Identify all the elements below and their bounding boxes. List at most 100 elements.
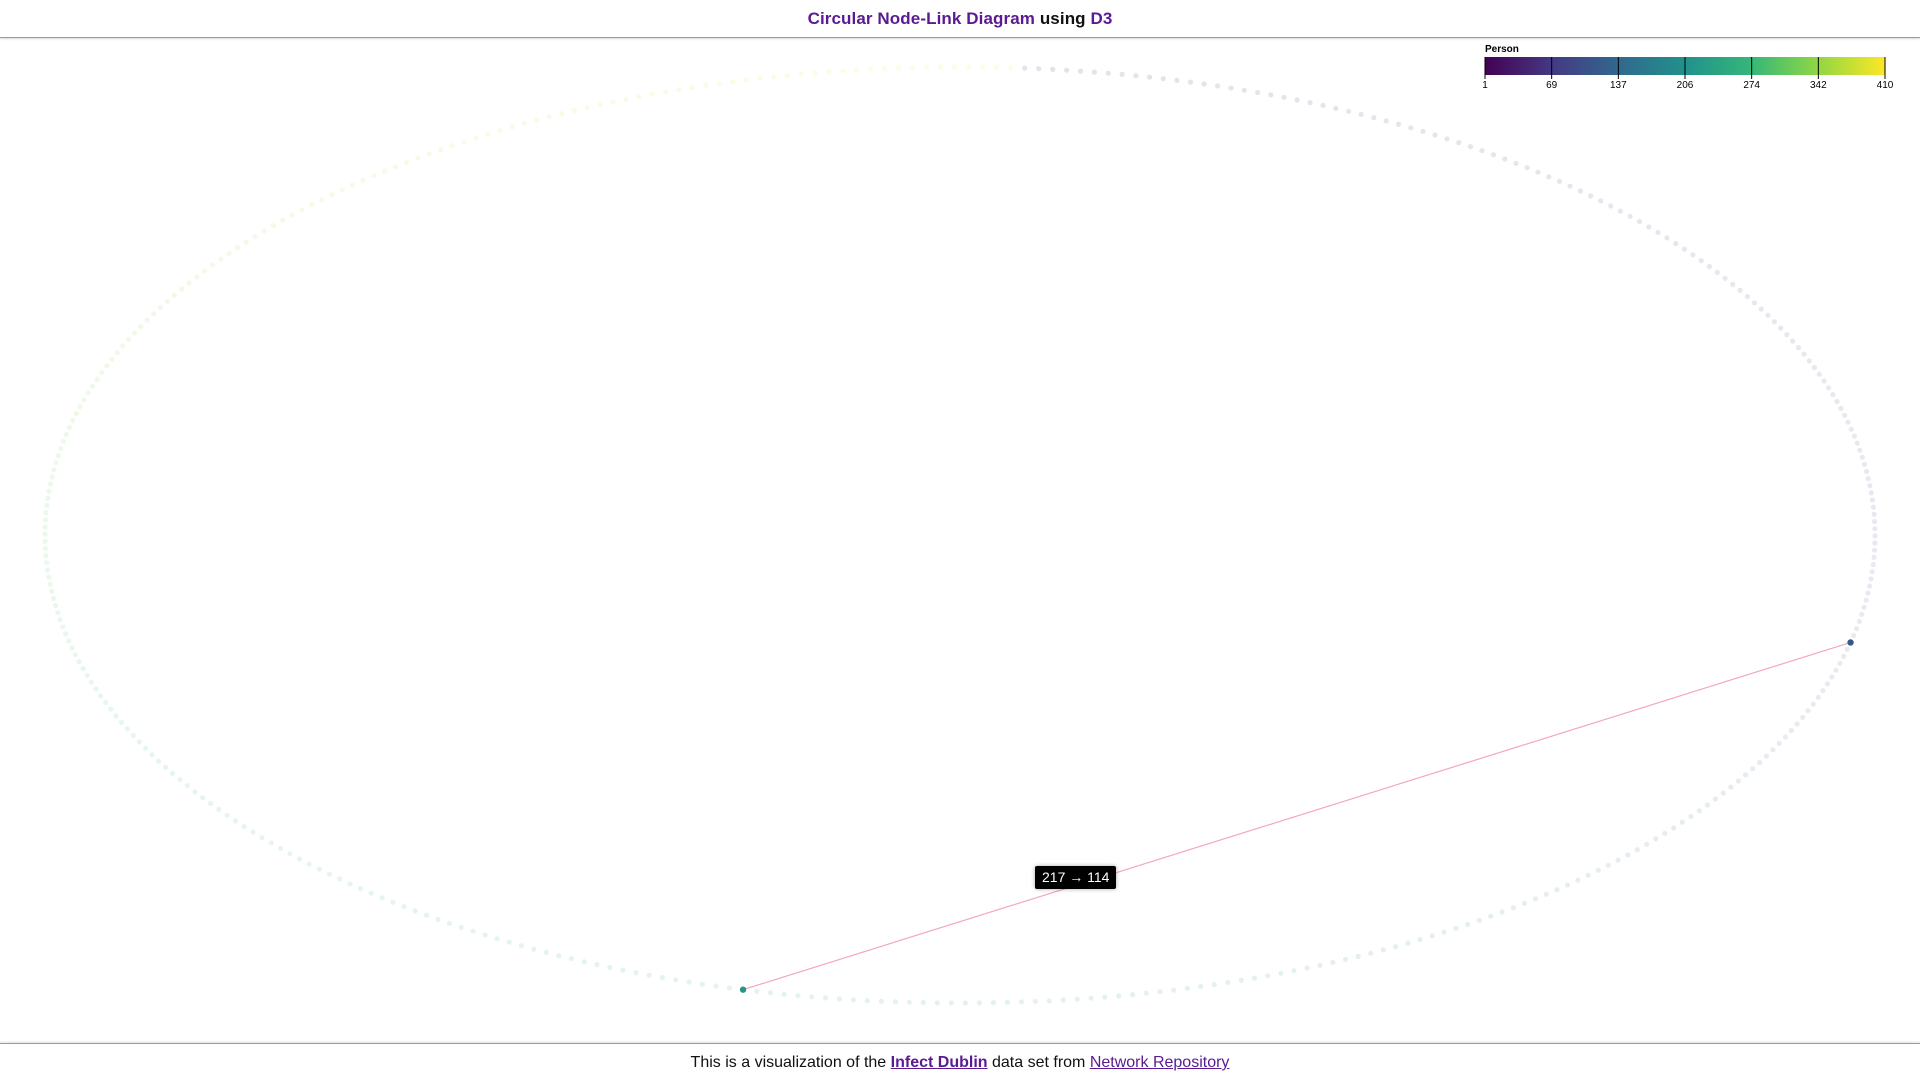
node[interactable] bbox=[1829, 674, 1835, 680]
node[interactable] bbox=[1405, 940, 1411, 946]
node[interactable] bbox=[368, 890, 374, 896]
node[interactable] bbox=[1004, 999, 1011, 1006]
node[interactable] bbox=[297, 856, 303, 862]
node[interactable] bbox=[250, 829, 256, 835]
node[interactable] bbox=[1841, 653, 1847, 660]
node[interactable] bbox=[46, 488, 52, 494]
node[interactable] bbox=[1800, 714, 1806, 721]
node[interactable] bbox=[703, 82, 709, 88]
node[interactable] bbox=[299, 207, 305, 213]
node[interactable] bbox=[184, 783, 190, 789]
node[interactable] bbox=[1868, 576, 1874, 582]
node[interactable] bbox=[136, 739, 142, 745]
node[interactable] bbox=[662, 89, 669, 95]
node[interactable] bbox=[1615, 857, 1621, 863]
node[interactable] bbox=[1794, 721, 1800, 727]
node[interactable] bbox=[438, 147, 444, 153]
node[interactable] bbox=[868, 66, 874, 72]
node[interactable] bbox=[1502, 156, 1508, 162]
node[interactable] bbox=[1627, 213, 1633, 219]
node[interactable] bbox=[1467, 144, 1474, 150]
node[interactable] bbox=[1456, 140, 1462, 146]
node[interactable] bbox=[864, 998, 870, 1004]
node[interactable] bbox=[1036, 66, 1042, 72]
node[interactable] bbox=[1575, 877, 1581, 883]
node[interactable] bbox=[1130, 992, 1136, 998]
node[interactable] bbox=[1706, 263, 1712, 270]
node[interactable] bbox=[1790, 338, 1796, 344]
node[interactable] bbox=[730, 79, 736, 85]
node[interactable] bbox=[1834, 398, 1840, 405]
node[interactable] bbox=[1871, 511, 1877, 517]
node[interactable] bbox=[1872, 526, 1878, 532]
node[interactable] bbox=[118, 719, 125, 726]
node[interactable] bbox=[1859, 611, 1865, 618]
node[interactable] bbox=[1499, 909, 1505, 915]
node[interactable] bbox=[1776, 740, 1782, 747]
node[interactable] bbox=[781, 991, 787, 997]
node[interactable] bbox=[1333, 105, 1339, 111]
node[interactable] bbox=[1444, 136, 1450, 142]
node[interactable] bbox=[329, 192, 335, 198]
node[interactable] bbox=[1358, 111, 1364, 117]
node[interactable] bbox=[1871, 554, 1877, 561]
node[interactable] bbox=[976, 1000, 983, 1006]
node[interactable] bbox=[1346, 108, 1352, 114]
node[interactable] bbox=[1869, 497, 1875, 503]
node[interactable] bbox=[1867, 583, 1873, 589]
node[interactable] bbox=[1824, 681, 1831, 687]
node[interactable] bbox=[1368, 950, 1374, 956]
node[interactable] bbox=[1371, 115, 1377, 121]
node[interactable] bbox=[1050, 66, 1056, 72]
node[interactable] bbox=[261, 228, 267, 234]
node[interactable] bbox=[1863, 597, 1869, 603]
node[interactable] bbox=[1605, 862, 1611, 868]
node[interactable] bbox=[45, 495, 51, 501]
node[interactable] bbox=[509, 124, 515, 130]
node[interactable] bbox=[80, 665, 86, 672]
node[interactable] bbox=[556, 953, 562, 959]
node[interactable] bbox=[1870, 561, 1876, 568]
node[interactable] bbox=[435, 916, 441, 923]
node[interactable] bbox=[784, 72, 791, 78]
node[interactable] bbox=[104, 363, 110, 369]
node[interactable] bbox=[1646, 224, 1652, 230]
node[interactable] bbox=[70, 418, 76, 424]
node[interactable] bbox=[1238, 977, 1244, 984]
node[interactable] bbox=[1198, 983, 1204, 990]
node[interactable] bbox=[130, 732, 136, 739]
node[interactable] bbox=[200, 795, 206, 801]
node[interactable] bbox=[1251, 975, 1258, 981]
node[interactable] bbox=[896, 65, 902, 71]
node[interactable] bbox=[699, 981, 706, 987]
node[interactable] bbox=[55, 610, 61, 616]
node[interactable] bbox=[1396, 121, 1402, 127]
node[interactable] bbox=[88, 679, 94, 685]
node[interactable] bbox=[962, 1000, 968, 1006]
node[interactable] bbox=[1598, 198, 1604, 204]
node[interactable] bbox=[43, 553, 49, 559]
node[interactable] bbox=[1521, 900, 1528, 906]
node[interactable] bbox=[177, 777, 183, 783]
node[interactable] bbox=[934, 1000, 940, 1006]
node[interactable] bbox=[924, 64, 930, 70]
node[interactable] bbox=[42, 538, 48, 544]
node[interactable] bbox=[1625, 852, 1631, 858]
node[interactable] bbox=[713, 983, 719, 989]
node[interactable] bbox=[1432, 132, 1438, 138]
node[interactable] bbox=[716, 80, 722, 87]
node[interactable] bbox=[506, 939, 512, 945]
node[interactable] bbox=[1655, 229, 1661, 235]
node[interactable] bbox=[1032, 998, 1038, 1005]
node[interactable] bbox=[1844, 646, 1850, 653]
node[interactable] bbox=[1546, 174, 1552, 180]
node[interactable] bbox=[1784, 332, 1790, 338]
node[interactable] bbox=[77, 404, 83, 410]
node[interactable] bbox=[910, 65, 916, 71]
node[interactable] bbox=[1720, 790, 1726, 796]
node[interactable] bbox=[120, 343, 126, 349]
node[interactable] bbox=[1830, 392, 1836, 398]
node[interactable] bbox=[194, 274, 200, 280]
node[interactable] bbox=[1105, 70, 1111, 76]
node[interactable] bbox=[1119, 71, 1125, 77]
